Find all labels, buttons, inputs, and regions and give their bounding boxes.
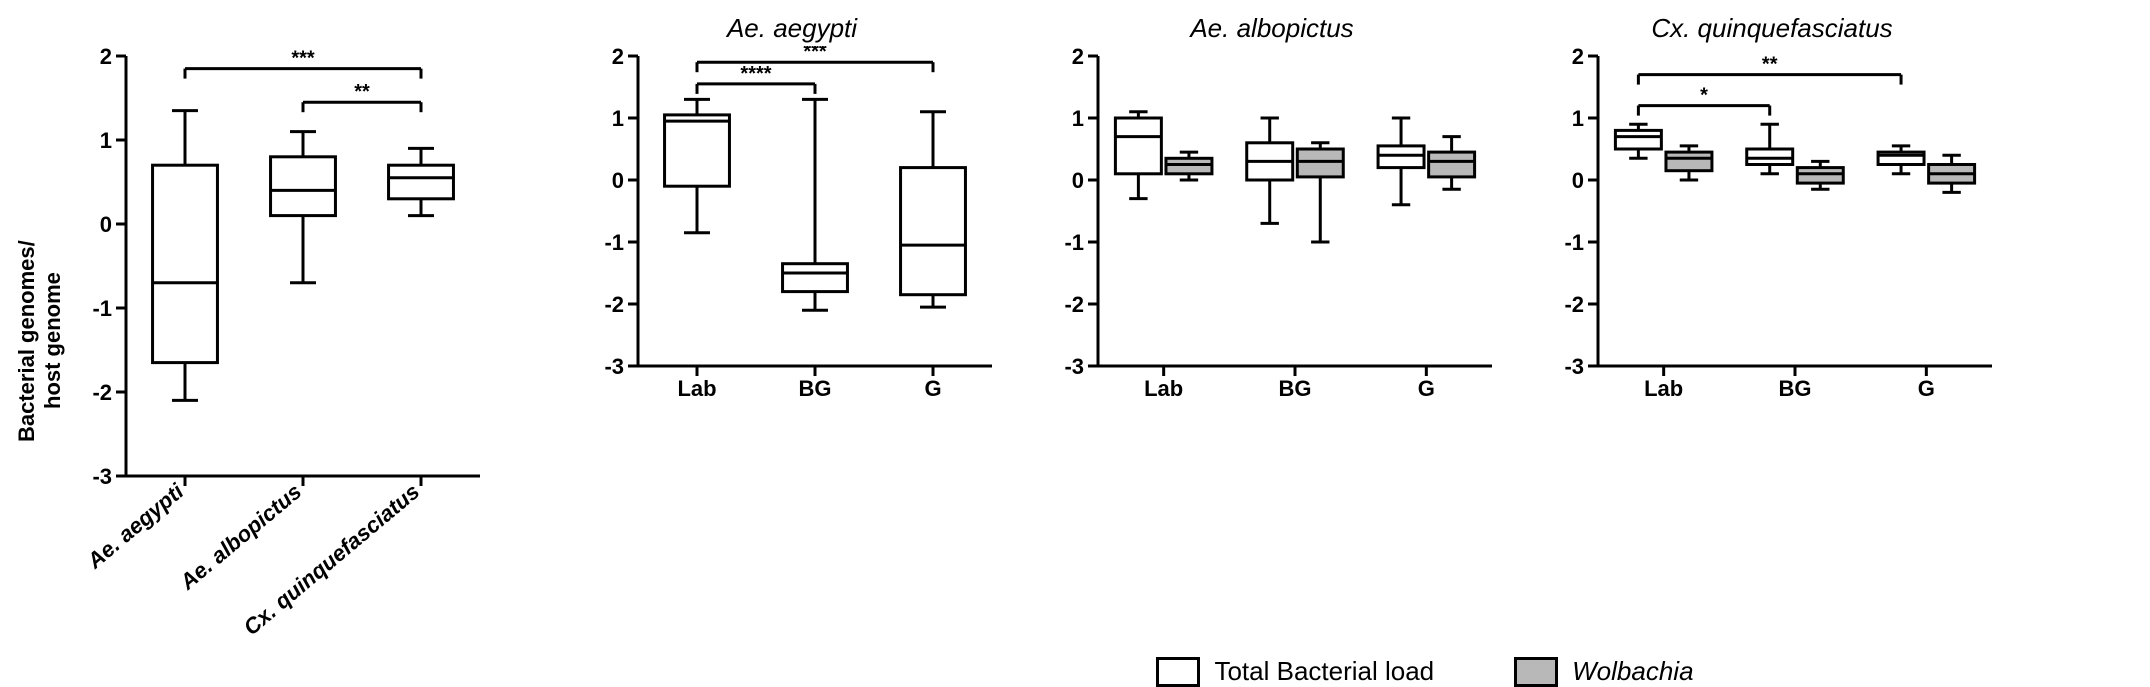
panel-p3: Ae. albopictus -3 -2 -1 0 1 2 Lab BG G — [1042, 10, 1502, 406]
svg-text:G: G — [1418, 376, 1435, 401]
svg-text:-2: -2 — [92, 380, 112, 405]
y-axis-label: Bacterial genomes/host genome — [10, 46, 70, 636]
plot-wrap: -3-2-1012LabBGG*** — [1542, 46, 2002, 406]
svg-text:1: 1 — [1572, 106, 1584, 131]
panel-p1: Bacterial genomes/host genome -3 -2 -1 0 1 2 Ae… — [10, 10, 542, 636]
legend: Total Bacterial load Wolbachia — [710, 656, 2140, 687]
svg-text:1: 1 — [100, 128, 112, 153]
svg-text:0: 0 — [100, 212, 112, 237]
svg-text:1: 1 — [612, 106, 624, 131]
svg-text:2: 2 — [612, 46, 624, 69]
plot-wrap: -3-2-1012LabBGG******* — [582, 46, 1002, 406]
svg-text:-1: -1 — [1564, 230, 1584, 255]
svg-text:G: G — [1918, 376, 1935, 401]
svg-text:Lab: Lab — [1644, 376, 1683, 401]
panel-title: Ae. albopictus — [1190, 10, 1353, 46]
svg-text:2: 2 — [100, 46, 112, 69]
svg-text:***: *** — [291, 48, 315, 70]
svg-text:-3: -3 — [92, 464, 112, 489]
svg-text:Ae. albopictus: Ae. albopictus — [174, 479, 306, 595]
svg-text:Lab: Lab — [1144, 376, 1183, 401]
panel-p4: Cx. quinquefasciatus-3-2-1012LabBGG*** — [1542, 10, 2002, 406]
svg-text:Ae. aegypti: Ae. aegypti — [81, 478, 188, 574]
svg-text:-1: -1 — [604, 230, 624, 255]
chart-svg: -3-2-1012LabBGG******* — [582, 46, 1002, 406]
svg-text:0: 0 — [612, 168, 624, 193]
svg-text:1: 1 — [1072, 106, 1084, 131]
legend-item-wolbachia: Wolbachia — [1514, 656, 1693, 687]
svg-text:BG: BG — [799, 376, 832, 401]
chart-svg: -3-2-1012Ae. aegyptiAe. albopictusCx. qu… — [70, 46, 490, 636]
svg-text:-3: -3 — [1564, 354, 1584, 379]
svg-text:-1: -1 — [1064, 230, 1084, 255]
svg-text:-2: -2 — [1064, 292, 1084, 317]
legend-swatch-wolbachia — [1514, 657, 1558, 687]
svg-text:**: ** — [1762, 54, 1778, 76]
chart-svg: -3 -2 -1 0 1 2 Lab BG G — [1042, 46, 1502, 406]
svg-text:2: 2 — [1072, 46, 1084, 69]
svg-text:-2: -2 — [604, 292, 624, 317]
svg-text:-3: -3 — [1064, 354, 1084, 379]
svg-text:*: * — [1700, 85, 1708, 107]
legend-item-total: Total Bacterial load — [1156, 656, 1434, 687]
svg-text:***: *** — [803, 46, 827, 63]
plot-wrap: -3 -2 -1 0 1 2 Lab BG G — [1042, 46, 1502, 406]
svg-text:G: G — [924, 376, 941, 401]
plot-wrap: Bacterial genomes/host genome -3 -2 -1 0 1 2 Ae… — [10, 46, 542, 636]
legend-label-wolbachia: Wolbachia — [1572, 656, 1693, 687]
svg-text:2: 2 — [1572, 46, 1584, 69]
chart-svg: -3-2-1012LabBGG*** — [1542, 46, 2002, 406]
legend-swatch-total — [1156, 657, 1200, 687]
panels-row: Bacterial genomes/host genome -3 -2 -1 0 1 2 Ae… — [10, 10, 2140, 636]
svg-text:****: **** — [740, 63, 771, 85]
panel-p2: Ae. aegypti-3-2-1012LabBGG******* — [582, 10, 1002, 406]
svg-text:-3: -3 — [604, 354, 624, 379]
svg-text:BG: BG — [1279, 376, 1312, 401]
svg-text:0: 0 — [1572, 168, 1584, 193]
svg-text:-1: -1 — [92, 296, 112, 321]
panel-title: Cx. quinquefasciatus — [1651, 10, 1892, 46]
svg-text:Lab: Lab — [677, 376, 716, 401]
panel-title: Ae. aegypti — [727, 10, 857, 46]
svg-text:0: 0 — [1072, 168, 1084, 193]
svg-text:BG: BG — [1779, 376, 1812, 401]
svg-text:**: ** — [354, 81, 370, 103]
svg-text:-2: -2 — [1564, 292, 1584, 317]
legend-label-total: Total Bacterial load — [1214, 656, 1434, 687]
